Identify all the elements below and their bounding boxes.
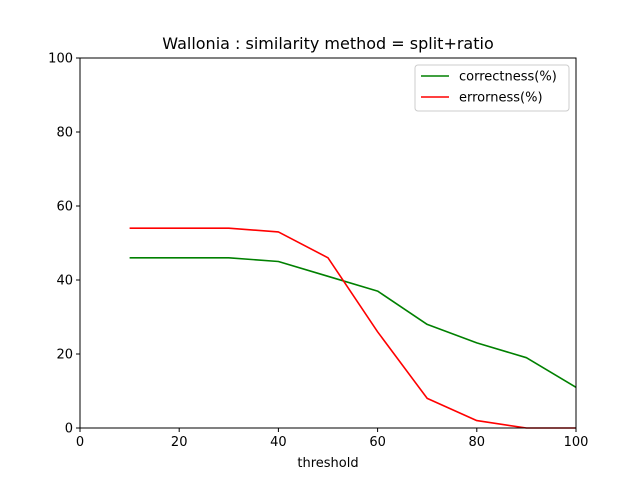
plot-lines [129, 227, 577, 429]
plot-frame [79, 57, 577, 429]
y-tick-label: 20 [56, 348, 73, 363]
y-tick-label: 0 [65, 422, 73, 437]
legend-label: correctness(%) [459, 70, 557, 85]
legend: correctness(%) errorness(%) [414, 64, 570, 112]
chart-title: Wallonia : similarity method = split+rat… [162, 34, 493, 53]
x-tick-label: 80 [469, 435, 486, 450]
y-tick-label: 60 [56, 200, 73, 215]
x-tick-label: 0 [76, 435, 84, 450]
x-tick-label: 100 [564, 435, 589, 450]
y-tick-label: 40 [56, 274, 73, 289]
x-tick-label: 60 [369, 435, 386, 450]
y-axis-ticks: 0 20 40 60 80 100 [48, 52, 80, 437]
legend-box [414, 64, 570, 112]
x-tick-label: 40 [270, 435, 287, 450]
x-axis-label: threshold [297, 456, 358, 471]
y-tick-label: 100 [48, 52, 73, 67]
y-tick-label: 80 [56, 126, 73, 141]
x-axis-ticks: 0 20 40 60 80 100 [76, 428, 589, 450]
series-line-errorness [129, 227, 576, 429]
x-tick-label: 20 [171, 435, 188, 450]
legend-label: errorness(%) [459, 91, 543, 106]
series-line-correctness [129, 256, 577, 388]
